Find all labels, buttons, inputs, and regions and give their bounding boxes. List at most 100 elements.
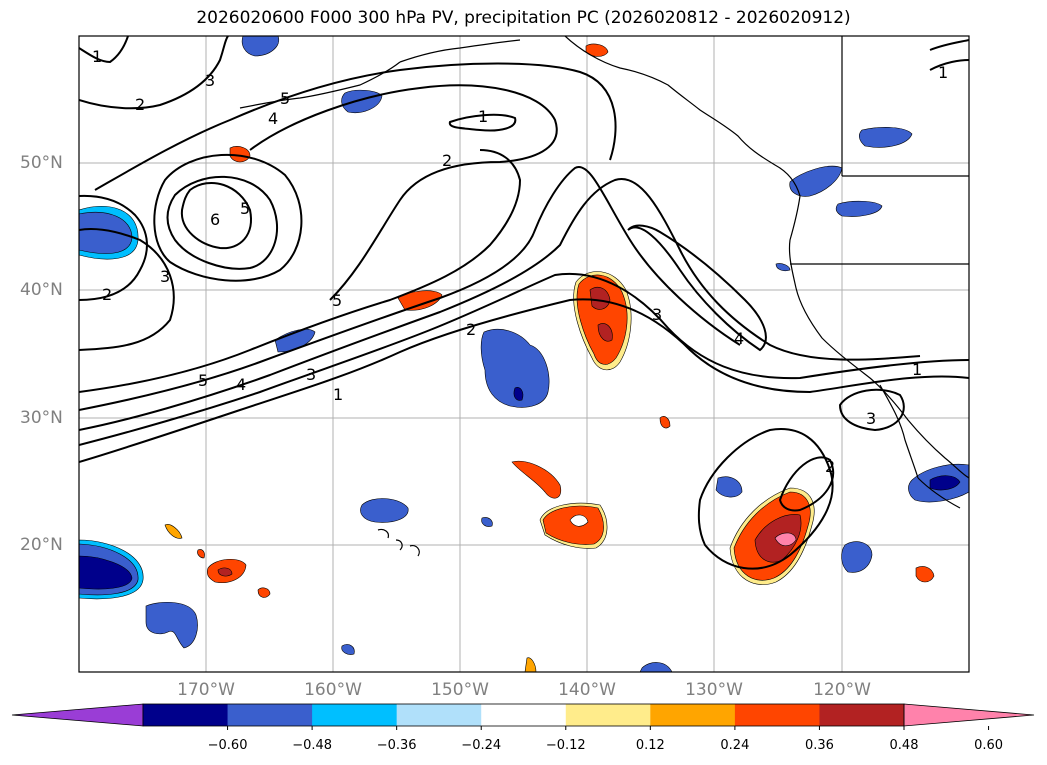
colorbar-tick-label: 0.12	[635, 738, 665, 753]
lat-label: 40°N	[20, 280, 63, 300]
orange-patch	[257, 587, 271, 598]
orange-patch	[217, 567, 233, 577]
colorbar-swatch	[227, 704, 313, 726]
colorbar-swatch	[565, 704, 651, 726]
coastlines	[239, 36, 969, 557]
colorbar-tick-label: 0.48	[889, 738, 919, 753]
pv-label: 4	[268, 109, 278, 128]
pv-label: 2	[102, 285, 112, 304]
orange-patch	[229, 146, 251, 163]
colorbar-swatch	[819, 704, 905, 726]
pv-label: 3	[160, 267, 170, 286]
positive-anomaly-patches	[164, 43, 935, 672]
colorbar-tick-label: −0.36	[376, 738, 417, 753]
pv-contour	[153, 153, 303, 282]
colorbar-tick-label: −0.60	[207, 738, 248, 753]
colorbar-extend-high	[903, 703, 1035, 727]
orange-patch	[197, 549, 205, 559]
orange-patch	[659, 416, 671, 429]
north-america-coast	[564, 36, 969, 479]
pv-label: 4	[734, 329, 744, 348]
blue-patch	[841, 541, 873, 573]
pv-label: 1	[333, 385, 343, 404]
blue-patch	[145, 601, 198, 649]
lat-label: 20°N	[20, 535, 63, 555]
colorbar-tick-label: 0.24	[720, 738, 750, 753]
colorbar-tick-label: 0.36	[804, 738, 834, 753]
blue-patch	[480, 328, 550, 408]
blue-patch	[360, 498, 409, 523]
baja-california	[879, 384, 919, 479]
orange-patch	[164, 524, 183, 539]
pv-contour	[180, 181, 252, 250]
colorbar-frame	[142, 703, 905, 727]
pv-contour	[166, 175, 279, 270]
orange-patch	[511, 460, 562, 499]
orange-patch	[774, 532, 797, 547]
colorbar-swatch	[650, 704, 736, 726]
pv-label: 1	[92, 47, 102, 66]
lon-label: 130°W	[685, 680, 743, 700]
pv-contour	[249, 84, 558, 301]
colorbar-swatch	[481, 704, 567, 726]
lon-label: 120°W	[813, 680, 871, 700]
pv-contour	[79, 166, 741, 411]
pv-label: 2	[466, 320, 476, 339]
pv-contour	[79, 272, 969, 446]
pv-contour	[697, 428, 834, 570]
aleutian-islands	[239, 61, 401, 109]
lon-label: 140°W	[558, 680, 616, 700]
orange-patch	[542, 505, 604, 545]
map-frame	[78, 35, 970, 673]
pv-label: 1	[912, 360, 922, 379]
orange-patch	[576, 274, 628, 365]
pv-label: 3	[306, 365, 316, 384]
lon-label: 150°W	[431, 680, 489, 700]
pv-label: 3	[652, 305, 662, 324]
chart-title: 2026020600 F000 300 hPa PV, precipitatio…	[196, 8, 851, 28]
blue-patch	[481, 517, 493, 527]
alaska-peninsula	[399, 39, 521, 63]
colorbar-swatch	[312, 704, 398, 726]
pv-label: 6	[210, 210, 220, 229]
blue-patch	[789, 165, 843, 197]
pv-contour	[79, 149, 522, 393]
pv-contour	[79, 228, 175, 351]
pv-contour	[94, 62, 617, 191]
blue-patch	[241, 36, 280, 57]
blue-patch	[79, 555, 133, 590]
pv-label: 5	[240, 199, 250, 218]
pv-label: 2	[135, 95, 145, 114]
pv-contours	[79, 36, 969, 570]
colorbar-tick-label: −0.24	[461, 738, 502, 753]
pv-contour	[79, 177, 921, 431]
pv-contour	[778, 456, 835, 512]
pv-contour	[627, 224, 767, 352]
colorbar-extend-low	[11, 703, 144, 727]
hawaii	[377, 528, 420, 557]
pv-label: 2	[825, 457, 835, 476]
orange-patch	[915, 566, 935, 583]
lon-label: 160°W	[304, 680, 362, 700]
pv-contour	[448, 113, 517, 132]
lat-label: 50°N	[20, 153, 63, 173]
colorbar	[11, 703, 1035, 730]
colorbar-swatch	[396, 704, 482, 726]
orange-patch	[589, 287, 611, 310]
pv-contour	[929, 39, 969, 71]
pv-label: 1	[478, 107, 488, 126]
blue-patch	[639, 662, 673, 672]
orange-patch	[569, 514, 589, 527]
lon-label: 170°W	[177, 680, 235, 700]
orange-patch	[397, 290, 443, 311]
pv-label: 3	[205, 71, 215, 90]
blue-patch	[715, 476, 743, 498]
pv-label: 2	[442, 151, 452, 170]
blue-patch	[929, 475, 961, 491]
pv-contour	[79, 298, 969, 463]
colorbar-tick-label: −0.12	[545, 738, 586, 753]
pv-label: 5	[198, 371, 208, 390]
pv-label: 5	[332, 291, 342, 310]
blue-patch	[859, 127, 913, 148]
